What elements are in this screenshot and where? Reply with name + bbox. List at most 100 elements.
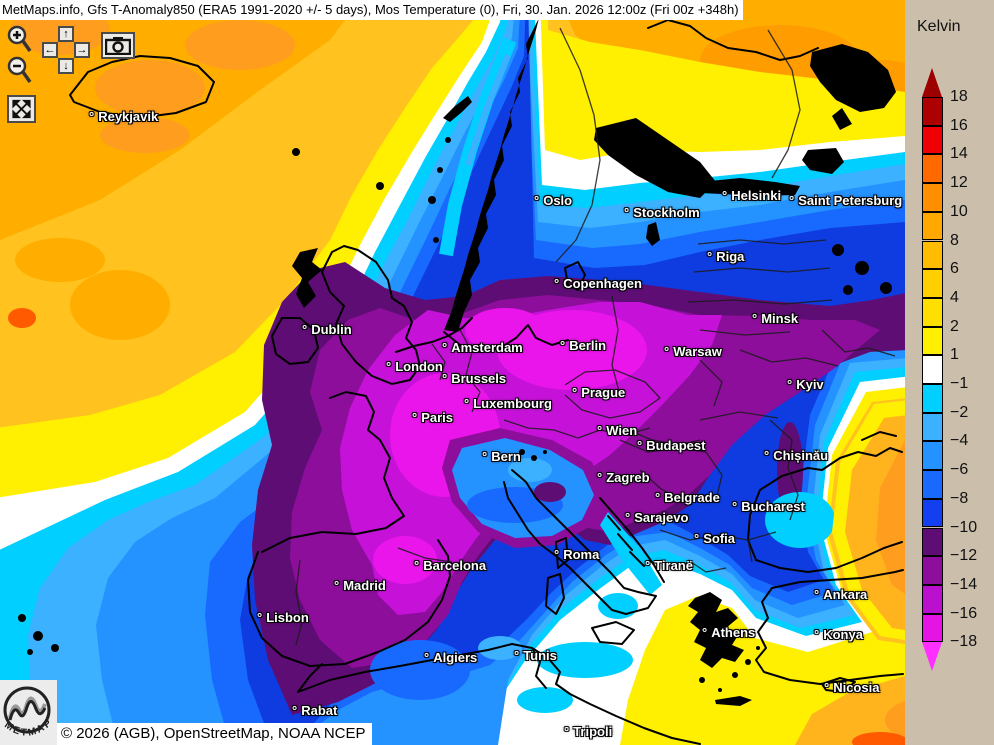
city-marker-icon: ° (554, 275, 560, 291)
city-marker-icon: ° (752, 310, 758, 326)
city-marker-icon: ° (554, 546, 560, 562)
pan-up-icon: ↑ (63, 27, 69, 40)
colorbar-arrow-bottom (922, 642, 942, 672)
zoom-out-button[interactable] (6, 56, 34, 88)
colorbar-panel: Kelvin 18 16 14 12 10 8 6 4 2 1 −1 −2 −4 −6 −8 −10 −12 −1… (905, 0, 994, 745)
city-marker-icon: ° (722, 187, 728, 203)
city-marker-icon: ° (412, 409, 418, 425)
fullscreen-icon (12, 99, 31, 119)
colorbar-segment (922, 297, 943, 327)
colorbar-tick-label: 6 (950, 260, 959, 278)
pan-down-button[interactable]: ↓ (58, 58, 74, 74)
city-marker-icon: ° (564, 723, 570, 739)
pan-up-button[interactable]: ↑ (58, 26, 74, 42)
city-marker-icon: ° (707, 248, 713, 264)
fullscreen-button[interactable] (7, 95, 36, 123)
city-label: ° Belgrade (655, 489, 720, 505)
city-marker-icon: ° (645, 557, 651, 573)
city-label: ° Amsterdam (442, 339, 523, 355)
screenshot-button[interactable] (101, 32, 135, 59)
colorbar-tick-label: 12 (950, 174, 968, 192)
colorbar-arrow-top (922, 68, 942, 97)
city-label: ° Lisbon (257, 609, 309, 625)
city-label: ° Copenhagen (554, 275, 642, 291)
colorbar-tick-label: 10 (950, 202, 968, 220)
city-label: ° Prague (572, 384, 626, 400)
colorbar-tick-label: −1 (950, 375, 969, 392)
attribution-text[interactable]: © 2026 (AGB), OpenStreetMap, NOAA NCEP (57, 723, 372, 745)
city-marker-icon: ° (764, 447, 770, 463)
colorbar-tick-label: −6 (950, 461, 969, 479)
colorbar-tick-label: 4 (950, 288, 959, 306)
city-marker-icon: ° (702, 624, 708, 640)
city-marker-icon: ° (424, 649, 430, 665)
colorbar-segment (922, 154, 943, 184)
colorbar-segment (922, 527, 943, 557)
city-label: ° Tunis (514, 647, 557, 663)
city-label: ° Stockholm (624, 204, 700, 220)
city-label: ° Bucharest (732, 498, 805, 514)
city-label: ° Wien (597, 422, 638, 438)
city-label: ° Zagreb (597, 469, 650, 485)
city-marker-icon: ° (302, 321, 308, 337)
city-marker-icon: ° (814, 586, 820, 602)
city-marker-icon: ° (572, 384, 578, 400)
colorbar-segment (922, 441, 943, 471)
city-label: ° Reykjavik (89, 108, 159, 124)
city-marker-icon: ° (514, 647, 520, 663)
city-marker-icon: ° (824, 679, 830, 695)
map-title: MetMaps.info, Gfs T-Anomaly850 (ERA5 199… (0, 0, 743, 20)
colorbar-tick-label: 1 (950, 346, 959, 364)
colorbar-segment (922, 584, 943, 614)
city-label: ° Oslo (534, 192, 573, 208)
city-marker-icon: ° (814, 626, 820, 642)
city-marker-icon: ° (292, 702, 298, 718)
city-label: ° Brussels (442, 370, 507, 386)
city-label: ° Helsinki (722, 187, 782, 203)
colorbar-segment (922, 125, 943, 155)
colorbar-tick-label: 18 (950, 88, 968, 105)
city-marker-icon: ° (89, 108, 95, 124)
pan-left-button[interactable]: ← (42, 42, 58, 58)
colorbar-segment (922, 97, 943, 126)
colorbar-segment (922, 498, 943, 528)
city-marker-icon: ° (789, 192, 795, 208)
city-marker-icon: ° (464, 395, 470, 411)
colorbar-segment (922, 269, 943, 298)
city-marker-icon: ° (597, 469, 603, 485)
city-marker-icon: ° (625, 509, 631, 525)
city-marker-icon: ° (597, 422, 603, 438)
city-label: ° Barcelona (414, 557, 487, 573)
city-marker-icon: ° (732, 498, 738, 514)
city-label: ° Tiranë (645, 557, 693, 573)
city-label: ° Algiers (424, 649, 478, 665)
colorbar-tick-label: −2 (950, 403, 969, 421)
colorbar-segment (922, 412, 943, 442)
city-marker-icon: ° (560, 337, 566, 353)
zoom-in-button[interactable] (6, 25, 34, 56)
city-marker-icon: ° (414, 557, 420, 573)
city-label: ° Roma (554, 546, 600, 562)
metmaps-logo[interactable]: METMAPS (0, 672, 57, 745)
colorbar-segment (922, 613, 943, 643)
colorbar-segment (922, 240, 943, 270)
city-label: ° Kyiv (787, 376, 824, 392)
city-label: ° London (386, 358, 443, 374)
city-marker-icon: ° (664, 343, 670, 359)
zoom-in-icon (7, 25, 32, 53)
city-marker-icon: ° (386, 358, 392, 374)
camera-icon (105, 37, 131, 55)
city-label: ° Nicosia (824, 679, 880, 695)
city-label: ° Luxembourg (464, 395, 552, 411)
city-label: ° Budapest (637, 437, 706, 453)
city-marker-icon: ° (694, 530, 700, 546)
colorbar-segment (922, 384, 943, 413)
colorbar-tick-label: 8 (950, 231, 959, 249)
city-marker-icon: ° (624, 204, 630, 220)
pan-right-button[interactable]: → (74, 42, 90, 58)
city-marker-icon: ° (787, 376, 793, 392)
city-label: ° Warsaw (664, 343, 722, 359)
city-label: ° Rabat (292, 702, 338, 718)
